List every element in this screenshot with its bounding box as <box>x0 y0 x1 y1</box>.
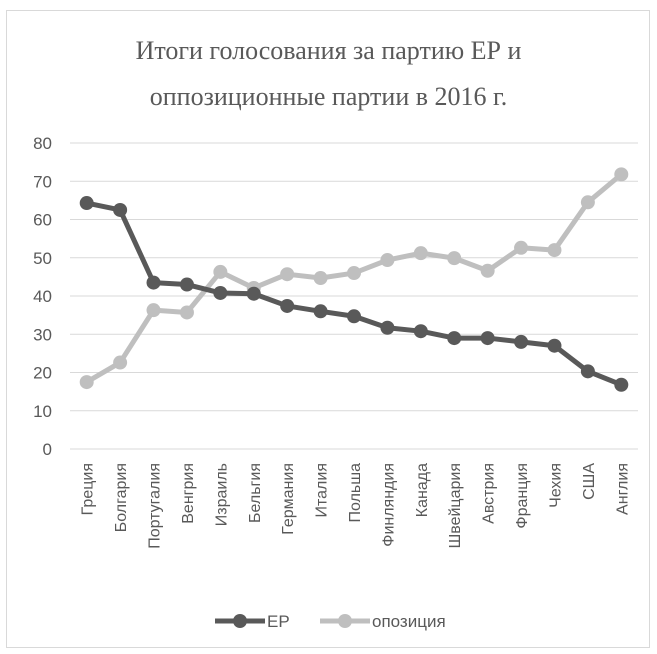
x-tick-label: Австрия <box>481 463 498 524</box>
data-point-er <box>146 275 161 290</box>
data-point-er <box>313 304 328 319</box>
x-axis-labels: Греция Болгария Португалия Венгрия Израиль Бе… <box>80 463 632 549</box>
data-point-opposition <box>380 253 395 268</box>
data-point-er <box>347 309 361 324</box>
data-point-opposition <box>547 243 562 258</box>
y-tick-label: 50 <box>33 249 52 268</box>
x-tick-label: Венгрия <box>180 463 197 524</box>
x-tick-label: Италия <box>314 463 331 517</box>
x-tick-label: Греция <box>80 463 97 515</box>
chart-title: Итоги голосования за партию ЕР и оппозиц… <box>0 28 657 120</box>
data-point-opposition <box>213 264 228 279</box>
series-points <box>79 167 629 392</box>
x-tick-label: США <box>581 463 598 500</box>
x-tick-label: Бельгия <box>247 463 264 523</box>
data-point-er <box>113 202 128 217</box>
legend-marker-opposition <box>338 614 352 628</box>
data-point-opposition <box>413 246 428 261</box>
chart-title-line-1: Итоги голосования за партию ЕР и <box>135 36 522 65</box>
y-tick-label: 60 <box>33 211 52 230</box>
data-point-opposition <box>614 167 629 182</box>
legend: ЕР опозиция <box>215 612 446 631</box>
data-point-opposition <box>447 251 462 266</box>
chart-title-line-2: оппозиционные партии в 2016 г. <box>149 82 508 111</box>
y-tick-label: 30 <box>33 325 52 344</box>
x-tick-label: Финляндия <box>380 463 397 547</box>
data-point-opposition <box>280 267 295 282</box>
data-point-er <box>79 196 94 211</box>
data-point-er <box>514 334 529 349</box>
y-tick-label: 10 <box>33 402 52 421</box>
y-tick-label: 40 <box>33 287 52 306</box>
y-tick-label: 80 <box>33 134 52 153</box>
x-tick-label: Швейцария <box>447 463 464 548</box>
data-point-opposition <box>347 266 361 281</box>
data-point-opposition <box>514 240 529 255</box>
data-point-opposition <box>113 355 128 370</box>
series-line-er <box>86 200 623 388</box>
data-point-opposition <box>79 375 94 390</box>
x-tick-label: Польша <box>347 463 364 523</box>
data-point-er <box>179 277 194 292</box>
data-point-opposition <box>580 195 595 210</box>
x-tick-label: Болгария <box>113 463 130 532</box>
y-tick-label: 0 <box>43 440 52 459</box>
data-point-er <box>614 377 629 392</box>
y-tick-label: 70 <box>33 172 52 191</box>
legend-label-er: ЕР <box>267 612 290 631</box>
data-point-opposition <box>480 263 495 278</box>
data-point-er <box>413 324 428 339</box>
data-point-opposition <box>313 271 328 286</box>
data-point-er <box>280 298 295 313</box>
data-point-er <box>580 364 595 379</box>
data-point-er <box>480 331 495 346</box>
x-tick-label: Чехия <box>547 463 564 508</box>
data-point-opposition <box>179 305 194 320</box>
data-point-er <box>246 286 261 301</box>
gridlines <box>70 142 638 450</box>
x-tick-label: Португалия <box>147 463 164 549</box>
y-tick-label: 20 <box>33 364 52 383</box>
legend-label-opposition: опозиция <box>372 612 446 631</box>
chart-frame <box>6 10 650 648</box>
x-tick-label: Франция <box>514 463 531 529</box>
data-point-opposition <box>146 303 161 318</box>
x-tick-label: Германия <box>280 463 297 535</box>
legend-marker-er <box>233 614 247 628</box>
data-point-er <box>213 285 228 300</box>
x-tick-label: Израиль <box>213 463 230 526</box>
y-axis-ticks: 0 10 20 30 40 50 60 70 80 <box>33 134 52 459</box>
data-point-er <box>547 338 562 353</box>
data-point-er <box>380 320 395 335</box>
x-tick-label: Англия <box>614 463 631 515</box>
x-tick-label: Канада <box>414 463 431 517</box>
data-point-er <box>447 331 462 346</box>
